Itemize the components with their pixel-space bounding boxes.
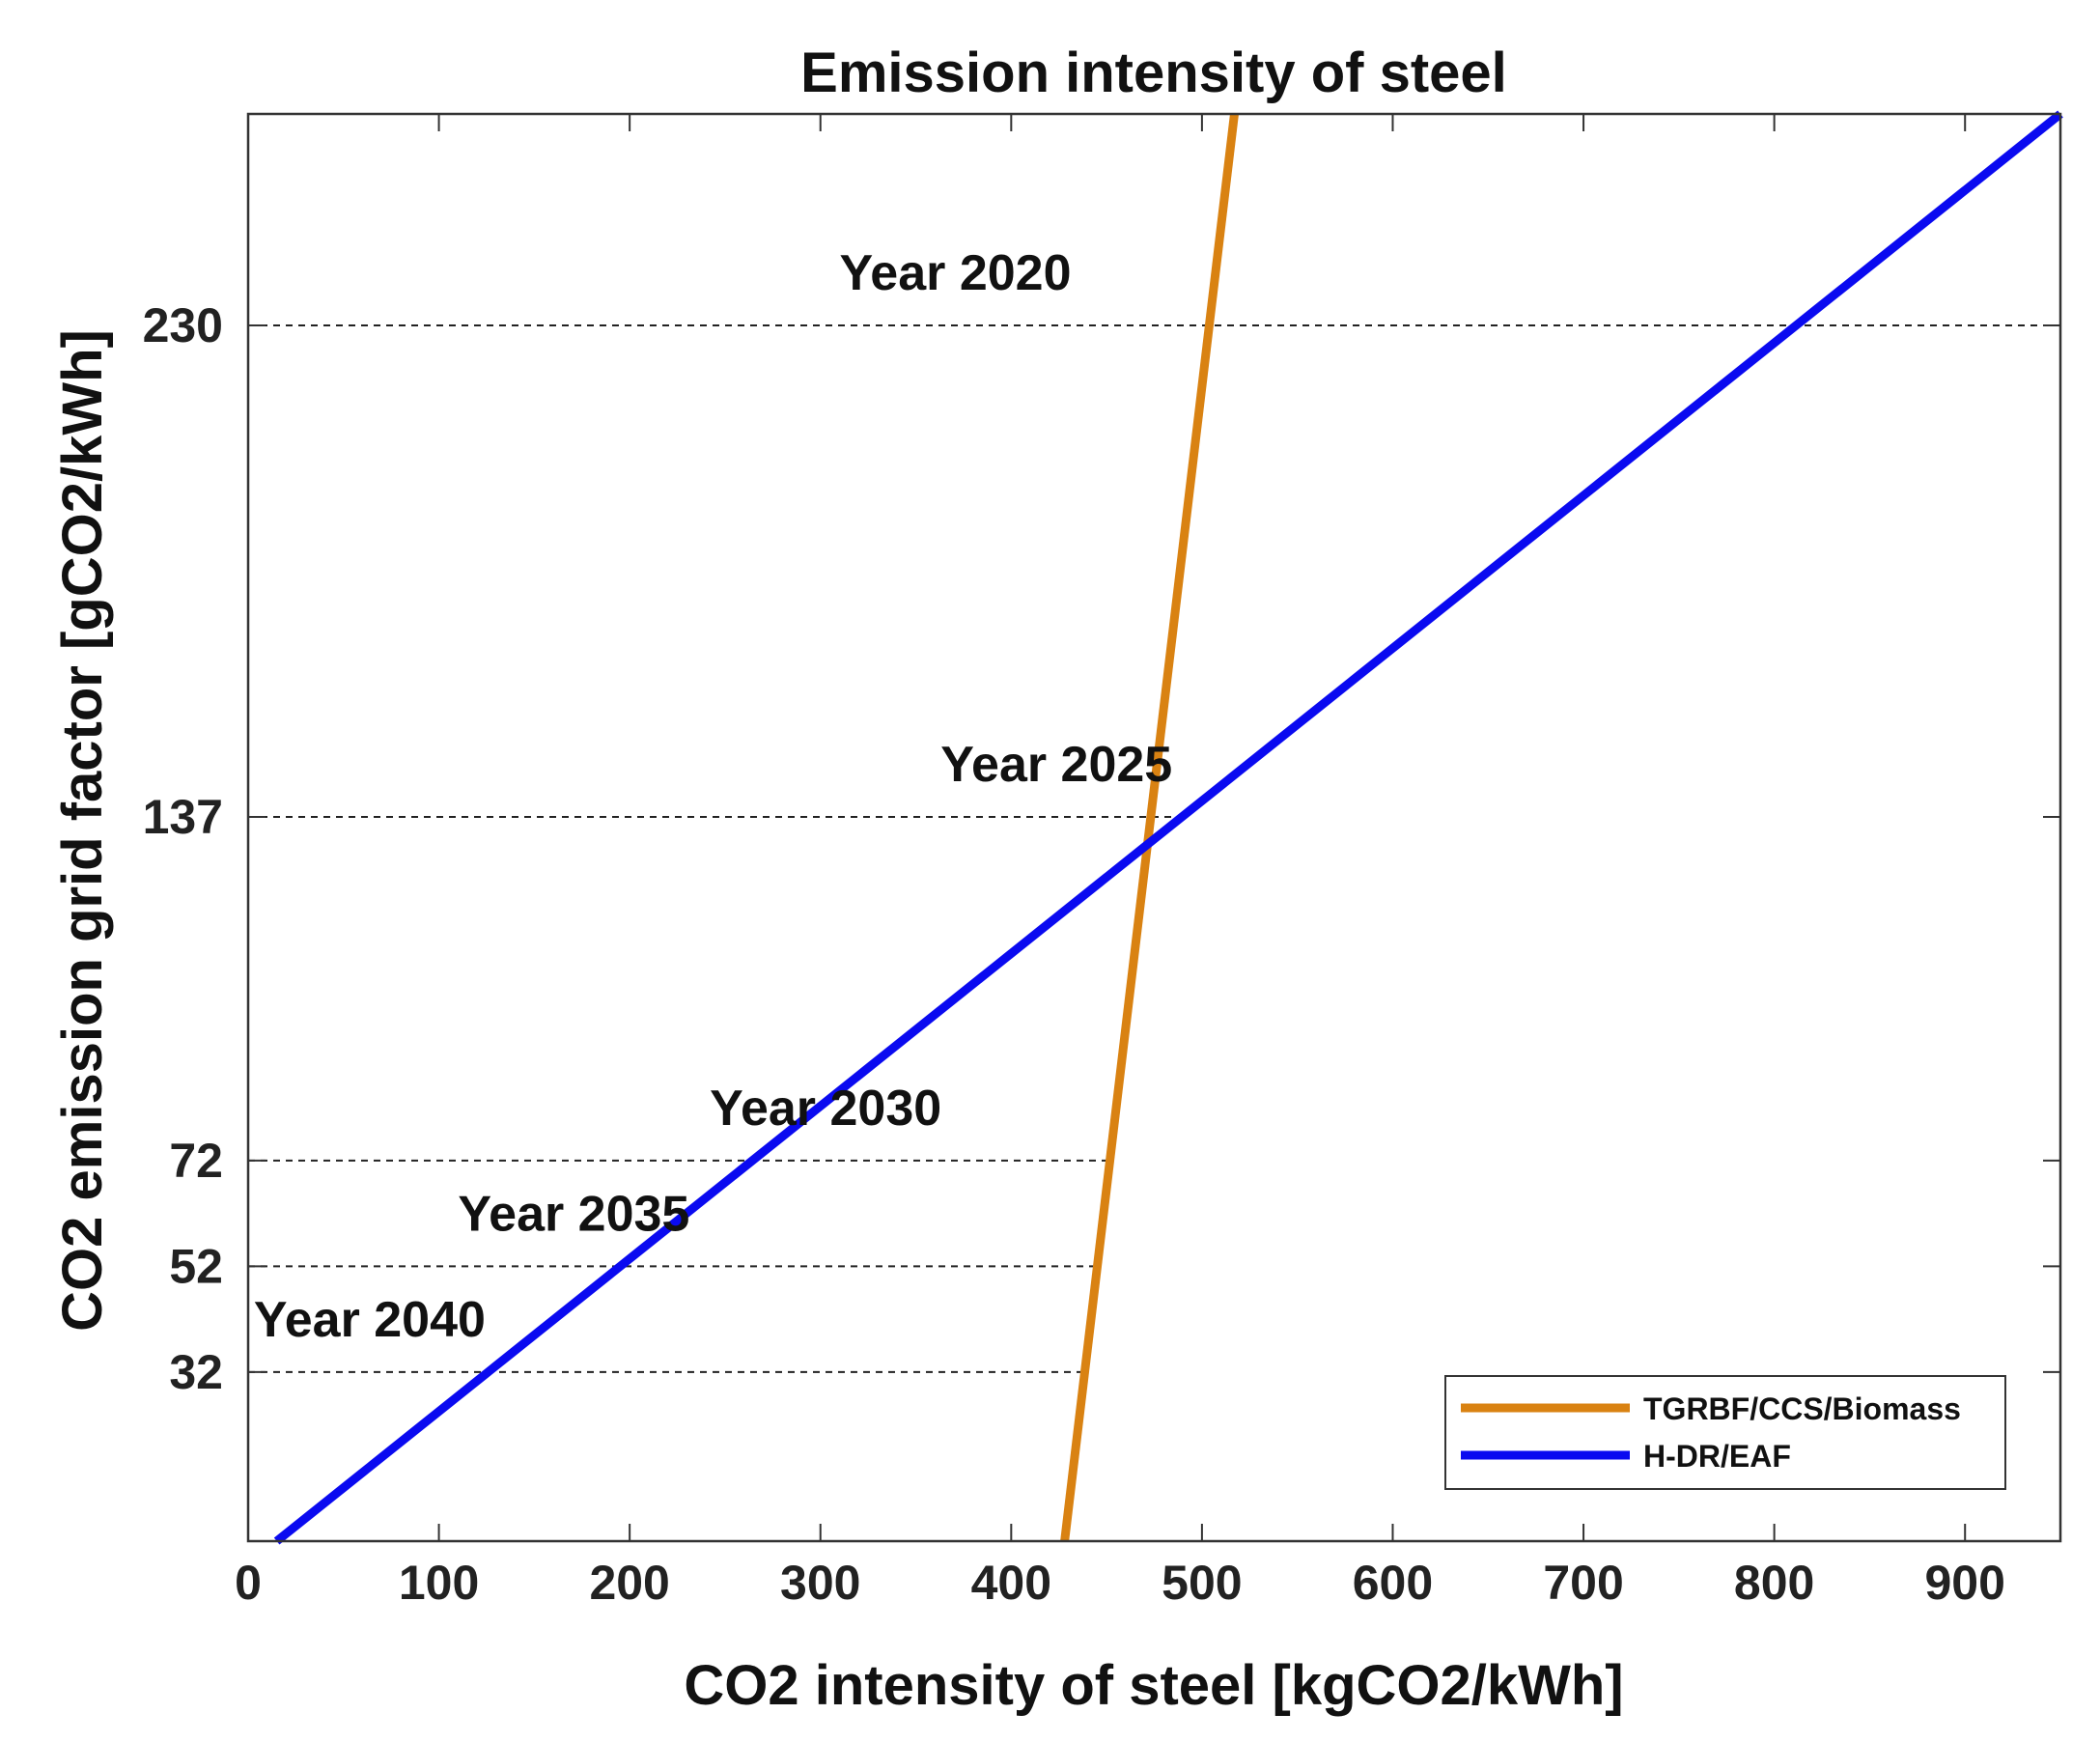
- series-line-1: [273, 110, 2063, 1545]
- legend-label-hdr: H-DR/EAF: [1643, 1439, 1791, 1474]
- x-tick-label-7: 700: [1543, 1556, 1623, 1610]
- series-line-0: [1060, 113, 1239, 1542]
- chart-title: Emission intensity of steel: [800, 42, 1507, 104]
- reference-label-4: Year 2040: [254, 1292, 486, 1348]
- legend-label-tgrbf: TGRBF/CCS/Biomass: [1643, 1391, 1961, 1426]
- series-lines: [273, 110, 2063, 1545]
- reference-labels: Year 2020 Year 2025 Year 2030 Year 2035 Year…: [254, 245, 1172, 1348]
- x-tick-label-9: 900: [1924, 1556, 2004, 1610]
- reference-label-1: Year 2025: [940, 737, 1172, 793]
- y-axis-label: CO2 emission grid factor [gCO2/kWh]: [51, 329, 114, 1332]
- x-tick-label-0: 0: [235, 1556, 262, 1610]
- y-tick-label-2: 72: [169, 1134, 223, 1188]
- y-tick-label-4: 230: [143, 298, 223, 352]
- x-tick-label-6: 600: [1353, 1556, 1433, 1610]
- x-tick-label-3: 300: [780, 1556, 860, 1610]
- legend-box: [1444, 1375, 2006, 1490]
- reference-label-2: Year 2030: [710, 1081, 941, 1137]
- x-tick-label-5: 500: [1162, 1556, 1242, 1610]
- y-tick-label-0: 32: [169, 1345, 223, 1399]
- x-tick-label-2: 200: [589, 1556, 669, 1610]
- axis-ticks: 0 100 200 300 400 500 600 700 800 900 32 52 72 137 230: [143, 114, 2060, 1610]
- x-tick-label-4: 400: [971, 1556, 1051, 1610]
- y-tick-label-1: 52: [169, 1239, 223, 1293]
- x-tick-label-8: 800: [1734, 1556, 1814, 1610]
- legend: TGRBF/CCS/Biomass H-DR/EAF: [1444, 1375, 2006, 1490]
- reference-lines: [248, 323, 2060, 1373]
- x-tick-label-1: 100: [399, 1556, 479, 1610]
- reference-label-0: Year 2020: [839, 245, 1071, 301]
- plot-area-border: [246, 112, 2062, 1543]
- y-tick-label-3: 137: [143, 790, 223, 844]
- reference-label-3: Year 2035: [458, 1186, 689, 1242]
- x-axis-label: CO2 intensity of steel [kgCO2/kWh]: [684, 1654, 1623, 1717]
